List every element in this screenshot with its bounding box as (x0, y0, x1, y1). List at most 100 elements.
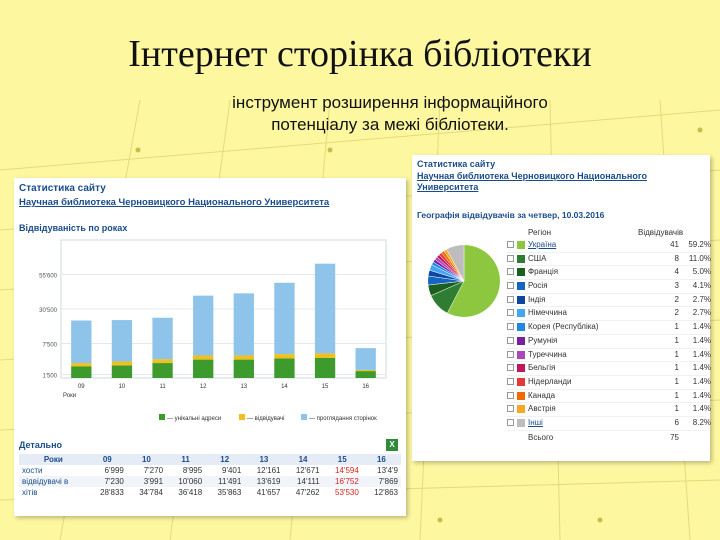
bar-segment (193, 355, 213, 359)
region-count: 1 (649, 336, 679, 345)
color-swatch (517, 337, 525, 345)
region-list: Україна4159.2%США811.0%Франція45.0%Росія… (507, 239, 707, 431)
list-item: Нідерланди11.4% (507, 376, 707, 390)
bar-segment (356, 371, 376, 378)
list-item: Румунія11.4% (507, 335, 707, 349)
row-checkbox[interactable] (507, 364, 514, 371)
region-percent: 59.2% (683, 240, 711, 249)
row-checkbox[interactable] (507, 309, 514, 316)
table-cell: 35'863 (205, 487, 244, 498)
color-swatch (517, 364, 525, 372)
y-tick-label: 30'500 (39, 308, 57, 314)
region-name: Франція (528, 267, 558, 276)
y-tick-label: 7'500 (43, 343, 58, 349)
region-percent: 5.0% (683, 267, 711, 276)
row-checkbox[interactable] (507, 241, 514, 248)
region-name[interactable]: Інші (528, 418, 543, 427)
x-axis-label: Роки (63, 393, 76, 399)
excel-export-icon[interactable]: X (386, 439, 398, 451)
list-item: Німеччина22.7% (507, 307, 707, 321)
bar-segment (356, 348, 376, 370)
bar-segment (152, 363, 172, 378)
subtitle-line-2: потенціалу за межі бібліотеки. (140, 114, 640, 136)
panel-heading: Статистика сайту (19, 183, 106, 195)
row-checkbox[interactable] (507, 282, 514, 289)
bar-segment (152, 359, 172, 363)
color-swatch (517, 309, 525, 317)
list-item: Бельгія11.4% (507, 362, 707, 376)
table-cell: 12'671 (283, 465, 322, 476)
list-item: Інші68.2% (507, 417, 707, 431)
legend-label: — унікальні адреси (167, 416, 221, 422)
row-label: хости (19, 465, 88, 476)
legend-swatch (239, 414, 245, 420)
bar-segment (71, 363, 91, 366)
list-item: Індія22.7% (507, 294, 707, 308)
column-header: 11 (166, 454, 205, 465)
region-count: 1 (649, 404, 679, 413)
row-checkbox[interactable] (507, 405, 514, 412)
region-name: Канада (528, 391, 555, 400)
total-label: Всього (528, 433, 553, 442)
table-cell: 9'401 (205, 465, 244, 476)
bar-segment (315, 358, 335, 378)
region-name: Німеччина (528, 308, 567, 317)
region-percent: 11.0% (683, 254, 711, 263)
color-swatch (517, 378, 525, 386)
row-checkbox[interactable] (507, 337, 514, 344)
region-count: 3 (649, 281, 679, 290)
column-header: 13 (244, 454, 283, 465)
region-pie-chart (424, 241, 504, 321)
region-count: 2 (649, 308, 679, 317)
region-percent: 1.4% (683, 363, 711, 372)
row-checkbox[interactable] (507, 323, 514, 330)
table-cell: 34'784 (127, 487, 166, 498)
region-count: 4 (649, 267, 679, 276)
region-name: Туреччина (528, 350, 567, 359)
column-header: 16 (362, 454, 401, 465)
row-checkbox[interactable] (507, 351, 514, 358)
x-tick-label: 16 (362, 384, 369, 390)
row-checkbox[interactable] (507, 268, 514, 275)
table-cell: 6'999 (88, 465, 127, 476)
row-checkbox[interactable] (507, 378, 514, 385)
list-item: Канада11.4% (507, 390, 707, 404)
region-name[interactable]: Україна (528, 240, 556, 249)
row-checkbox[interactable] (507, 392, 514, 399)
region-percent: 2.7% (683, 295, 711, 304)
bar-segment (315, 264, 335, 354)
column-header: 14 (283, 454, 322, 465)
row-checkbox[interactable] (507, 296, 514, 303)
table-header-row: Роки0910111213141516 (19, 454, 401, 465)
region-percent: 2.7% (683, 308, 711, 317)
site-name-link[interactable]: Научная библиотека Черновицкого Национал… (417, 171, 707, 193)
column-header: 15 (323, 454, 362, 465)
table-row: хітів28'83334'78436'41835'86341'65747'26… (19, 487, 401, 498)
table-cell: 12'161 (244, 465, 283, 476)
region-name: США (528, 254, 546, 263)
row-checkbox[interactable] (507, 255, 514, 262)
y-tick-label: 55'600 (39, 274, 57, 280)
bar-segment (112, 365, 132, 378)
region-name: Австрія (528, 404, 556, 413)
x-tick-label: 12 (200, 384, 207, 390)
list-item: Австрія11.4% (507, 403, 707, 417)
region-percent: 4.1% (683, 281, 711, 290)
site-name-link[interactable]: Научная библиотека Черновицкого Национал… (19, 197, 329, 208)
subtitle-line-1: інструмент розширення інформаційного (140, 92, 640, 114)
row-checkbox[interactable] (507, 419, 514, 426)
bar-segment (112, 320, 132, 361)
total-row: Всього 75 (507, 433, 707, 444)
region-name: Росія (528, 281, 548, 290)
region-percent: 1.4% (683, 336, 711, 345)
bar-segment (71, 367, 91, 379)
color-swatch (517, 282, 525, 290)
table-cell: 3'991 (127, 476, 166, 487)
region-count: 1 (649, 322, 679, 331)
table-cell: 14'594 (323, 465, 362, 476)
geography-panel: Статистика сайту Научная библиотека Черн… (412, 155, 710, 461)
geography-title: Географія відвідувачів за четвер, 10.03.… (417, 210, 604, 220)
bar-segment (274, 354, 294, 358)
color-swatch (517, 351, 525, 359)
